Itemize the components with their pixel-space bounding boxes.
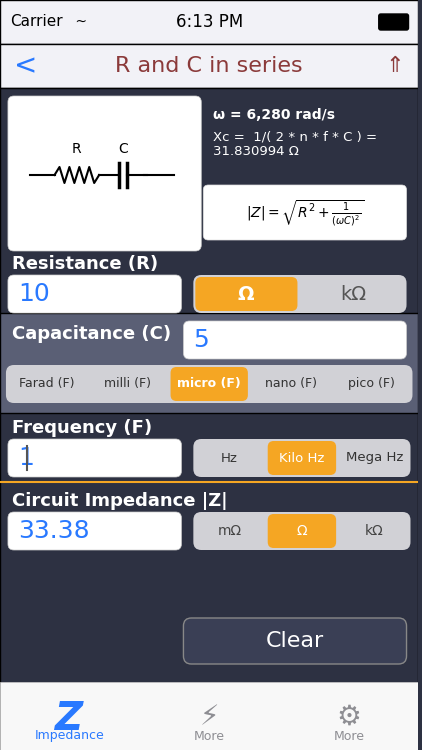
Text: pico (F): pico (F) xyxy=(349,377,395,391)
FancyBboxPatch shape xyxy=(170,367,248,401)
Text: Carrier: Carrier xyxy=(10,14,62,29)
Text: 5: 5 xyxy=(193,328,209,352)
FancyBboxPatch shape xyxy=(184,321,406,359)
Text: Xc =  1/( 2 * n * f * C ) =
31.830994 Ω: Xc = 1/( 2 * n * f * C ) = 31.830994 Ω xyxy=(213,130,377,158)
Text: $|Z| = \sqrt{R^2 + \frac{1}{(\omega C)^2}}$: $|Z| = \sqrt{R^2 + \frac{1}{(\omega C)^2… xyxy=(246,198,365,228)
Text: 33.38: 33.38 xyxy=(18,519,89,543)
Text: 6:13 PM: 6:13 PM xyxy=(176,13,243,31)
Text: Ω: Ω xyxy=(297,524,307,538)
FancyBboxPatch shape xyxy=(8,96,201,251)
FancyBboxPatch shape xyxy=(0,682,419,750)
Text: ⚡: ⚡ xyxy=(200,703,219,731)
Text: kΩ: kΩ xyxy=(340,284,366,304)
Text: Z: Z xyxy=(55,700,84,738)
FancyBboxPatch shape xyxy=(0,313,419,413)
Text: More: More xyxy=(194,730,225,742)
FancyBboxPatch shape xyxy=(193,275,406,313)
Text: More: More xyxy=(333,730,365,742)
FancyBboxPatch shape xyxy=(6,365,412,403)
Text: ~: ~ xyxy=(71,15,87,29)
Text: nano (F): nano (F) xyxy=(265,377,316,391)
Text: 1: 1 xyxy=(18,446,34,470)
FancyBboxPatch shape xyxy=(379,14,408,30)
Text: R: R xyxy=(72,142,81,156)
Text: C: C xyxy=(118,142,128,156)
Text: R and C in series: R and C in series xyxy=(115,56,303,76)
Text: Farad (F): Farad (F) xyxy=(19,377,74,391)
Text: micro (F): micro (F) xyxy=(177,377,241,391)
FancyBboxPatch shape xyxy=(0,44,419,88)
Text: kΩ: kΩ xyxy=(365,524,384,538)
FancyBboxPatch shape xyxy=(193,512,411,550)
Text: mΩ: mΩ xyxy=(217,524,242,538)
Text: 10: 10 xyxy=(18,282,50,306)
FancyBboxPatch shape xyxy=(8,275,181,313)
FancyBboxPatch shape xyxy=(195,277,298,311)
Text: Mega Hz: Mega Hz xyxy=(346,452,403,464)
Text: Capacitance (C): Capacitance (C) xyxy=(12,325,171,343)
FancyBboxPatch shape xyxy=(8,439,181,477)
FancyBboxPatch shape xyxy=(268,514,336,548)
FancyBboxPatch shape xyxy=(203,185,406,240)
FancyBboxPatch shape xyxy=(0,88,419,750)
Text: Clear: Clear xyxy=(265,631,324,651)
Text: ω = 6,280 rad/s: ω = 6,280 rad/s xyxy=(213,108,335,122)
Text: Frequency (F): Frequency (F) xyxy=(12,419,152,437)
Text: Circuit Impedance |Z|: Circuit Impedance |Z| xyxy=(12,492,227,510)
FancyBboxPatch shape xyxy=(184,618,406,664)
Text: milli (F): milli (F) xyxy=(104,377,151,391)
Text: ⚙: ⚙ xyxy=(337,703,362,731)
FancyBboxPatch shape xyxy=(8,512,181,550)
FancyBboxPatch shape xyxy=(0,0,419,44)
Text: ⇑: ⇑ xyxy=(385,56,404,76)
Text: Hz: Hz xyxy=(221,452,238,464)
Text: Resistance (R): Resistance (R) xyxy=(12,255,158,273)
Text: <: < xyxy=(14,52,37,80)
Text: Kilo Hz: Kilo Hz xyxy=(279,452,325,464)
Text: Ω: Ω xyxy=(238,284,254,304)
Text: Impedance: Impedance xyxy=(35,730,104,742)
FancyBboxPatch shape xyxy=(193,439,411,477)
FancyBboxPatch shape xyxy=(268,441,336,475)
